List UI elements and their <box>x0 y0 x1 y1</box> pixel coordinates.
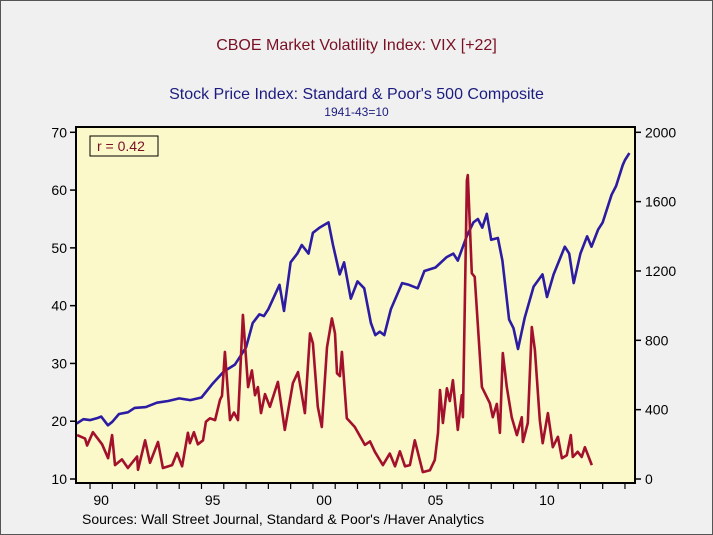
y-right-tick-label: 2000 <box>645 124 676 140</box>
x-tick-label: 90 <box>93 492 109 508</box>
x-tick-label: 00 <box>316 492 332 508</box>
y-left-tick-label: 20 <box>51 413 67 429</box>
y-left-tick-label: 70 <box>51 124 67 140</box>
y-right-tick-label: 400 <box>645 402 669 418</box>
chart-title-sp500: Stock Price Index: Standard & Poor's 500… <box>169 86 544 103</box>
chart-subtitle: 1941-43=10 <box>324 105 389 119</box>
x-tick-label: 95 <box>205 492 221 508</box>
y-left-tick-label: 40 <box>51 298 67 314</box>
y-right-tick-label: 800 <box>645 332 669 348</box>
sp500-series-line <box>75 152 631 427</box>
chart-title-vix: CBOE Market Volatility Index: VIX [+22] <box>216 37 497 54</box>
y-right-tick-label: 1600 <box>645 194 676 210</box>
vix-series-line <box>76 173 594 474</box>
x-tick-label: 05 <box>428 492 444 508</box>
r-value-label: r = 0.42 <box>97 138 145 154</box>
y-left-tick-label: 30 <box>51 355 67 371</box>
y-left-tick-label: 10 <box>51 471 67 487</box>
y-right-tick-label: 0 <box>645 471 653 487</box>
y-left-tick-label: 50 <box>51 240 67 256</box>
x-tick-label: 10 <box>539 492 555 508</box>
source-note: Sources: Wall Street Journal, Standard &… <box>82 511 485 527</box>
plot-area <box>76 127 635 483</box>
r-annotation: r = 0.42 <box>89 135 159 157</box>
y-right-tick-label: 1200 <box>645 263 676 279</box>
y-left-tick-label: 60 <box>51 182 67 198</box>
